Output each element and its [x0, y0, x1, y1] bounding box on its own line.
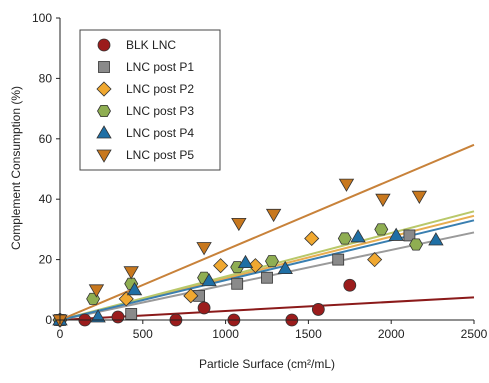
data-point	[183, 288, 199, 304]
data-point	[374, 223, 389, 236]
data-point	[388, 227, 404, 241]
data-point	[411, 190, 428, 204]
data-point	[428, 232, 444, 246]
x-tick-label: 2000	[378, 327, 405, 341]
legend-label: LNC post P5	[126, 148, 194, 162]
data-point	[125, 308, 138, 320]
data-point	[261, 271, 273, 284]
data-point	[409, 238, 424, 251]
data-point	[247, 258, 263, 274]
legend-marker	[98, 61, 110, 73]
data-point	[197, 301, 211, 315]
data-point	[88, 284, 105, 298]
x-tick-label: 0	[57, 327, 64, 341]
legend-marker	[97, 38, 111, 52]
data-point	[304, 230, 320, 247]
y-axis-label: Complement Consumption (%)	[9, 86, 23, 250]
y-tick-label: 40	[39, 192, 53, 206]
data-point	[123, 266, 139, 280]
data-points	[52, 178, 444, 328]
x-tick-label: 2500	[461, 327, 488, 341]
legend: BLK LNC LNC post P1 LNC post P2 LNC post P3…	[79, 29, 221, 171]
data-point	[375, 193, 391, 207]
data-point	[111, 310, 125, 324]
legend-label: LNC post P3	[126, 104, 194, 118]
y-tick-label: 0	[45, 313, 52, 327]
x-tick-label: 1500	[295, 327, 322, 341]
data-point	[350, 229, 366, 243]
fit-line	[59, 210, 475, 321]
data-point	[277, 260, 293, 275]
y-tick-label: 60	[39, 132, 53, 146]
axes: 0 500 1000 1500 2000 2500 0 20 40 60 80 100	[32, 11, 488, 341]
data-point	[231, 217, 247, 232]
legend-marker	[97, 104, 111, 118]
data-point	[196, 242, 212, 256]
fit-line	[59, 143, 475, 321]
legend-label: LNC post P1	[126, 60, 194, 74]
legend-box	[79, 29, 221, 171]
data-point	[237, 254, 254, 269]
legend-label: LNC post P4	[126, 126, 194, 140]
legend-marker	[96, 81, 112, 97]
y-tick-label: 80	[39, 71, 53, 85]
data-point	[118, 291, 134, 307]
legend-marker	[96, 125, 112, 139]
data-point	[343, 278, 357, 292]
legend-marker	[96, 149, 112, 163]
x-axis-label: Particle Surface (cm²/mL)	[199, 357, 335, 371]
data-point	[332, 253, 345, 266]
legend-label: BLK LNC	[126, 38, 176, 52]
data-point	[90, 309, 106, 323]
data-point	[213, 258, 229, 274]
data-point	[265, 208, 282, 223]
data-point	[201, 272, 217, 287]
data-point	[367, 252, 383, 268]
data-point	[311, 303, 325, 316]
data-point	[231, 277, 244, 290]
data-point	[126, 282, 143, 296]
data-point	[338, 178, 355, 192]
data-point	[337, 232, 352, 245]
x-tick-label: 1000	[212, 327, 239, 341]
data-point	[265, 255, 279, 268]
y-tick-label: 100	[32, 11, 52, 25]
x-tick-label: 500	[133, 327, 153, 341]
data-point	[403, 229, 416, 242]
y-tick-label: 20	[39, 253, 53, 267]
legend-label: LNC post P2	[126, 82, 194, 96]
